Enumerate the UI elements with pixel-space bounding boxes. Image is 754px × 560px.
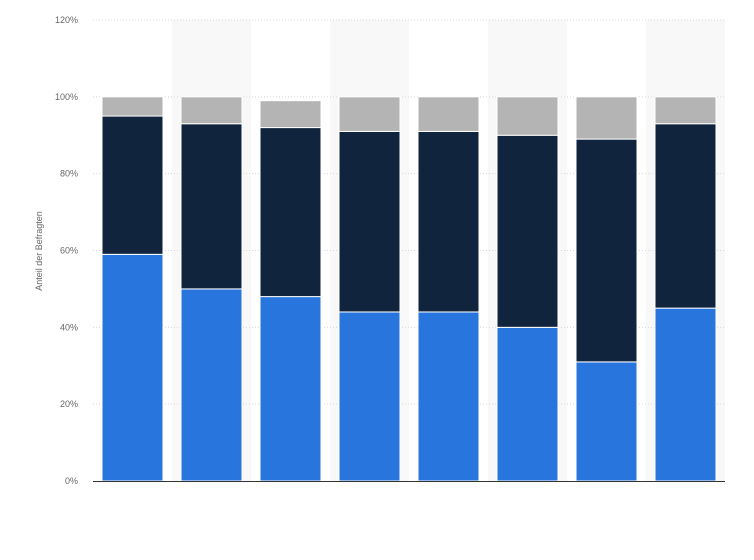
- bar-segment-series-3: [654, 96, 717, 125]
- bar-segment-series-3: [417, 96, 480, 132]
- bar-segment-series-2: [259, 127, 322, 298]
- bar-segment-series-2: [338, 130, 401, 313]
- bar-segment-series-1: [259, 296, 322, 482]
- y-tick-label: 60%: [60, 246, 78, 256]
- bar-segment-series-2: [417, 130, 480, 313]
- bar-segment-series-2: [496, 134, 559, 328]
- bar-segment-series-3: [180, 96, 243, 125]
- bar-segment-series-1: [417, 311, 480, 482]
- bar-segment-series-2: [101, 115, 164, 255]
- bars: [101, 96, 717, 482]
- bar-segment-series-2: [575, 138, 638, 363]
- y-tick-label: 0%: [65, 476, 78, 486]
- bar-segment-series-2: [180, 123, 243, 290]
- bar-segment-series-1: [101, 253, 164, 482]
- bar-segment-series-2: [654, 123, 717, 309]
- bar-segment-series-3: [259, 100, 322, 129]
- bar-segment-series-3: [575, 96, 638, 140]
- bar-segment-series-1: [496, 326, 559, 482]
- y-axis-title: Anteil der Befragten: [34, 211, 44, 291]
- y-tick-labels: 0% 20% 40% 60% 80% 100% 120%: [55, 15, 78, 486]
- y-tick-label: 100%: [55, 92, 78, 102]
- bar-segment-series-3: [101, 96, 164, 117]
- bar-segment-series-1: [654, 307, 717, 482]
- bar-segment-series-1: [575, 361, 638, 482]
- y-tick-label: 40%: [60, 322, 78, 332]
- bar-segment-series-3: [496, 96, 559, 136]
- y-tick-label: 80%: [60, 169, 78, 179]
- y-tick-label: 20%: [60, 399, 78, 409]
- bar-segment-series-1: [180, 288, 243, 482]
- bar-segment-series-3: [338, 96, 401, 132]
- bar-segment-series-1: [338, 311, 401, 482]
- y-tick-label: 120%: [55, 15, 78, 25]
